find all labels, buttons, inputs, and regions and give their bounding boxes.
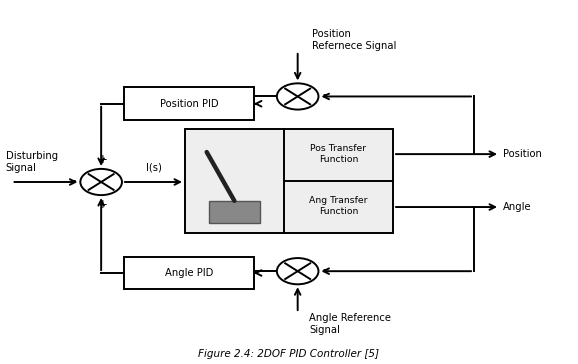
Text: Angle Reference
Signal: Angle Reference Signal (309, 313, 391, 335)
Bar (124, 87, 254, 120)
Circle shape (277, 83, 318, 110)
Text: Pos Transfer
Function: Pos Transfer Function (310, 145, 366, 164)
Text: -: - (322, 263, 327, 276)
Text: +: + (97, 153, 108, 166)
Circle shape (277, 258, 318, 284)
Text: -: - (322, 88, 327, 102)
Text: -: - (71, 174, 76, 187)
Text: +: + (97, 198, 108, 211)
Text: I(s): I(s) (146, 163, 161, 173)
Text: Position
Refernece Signal: Position Refernece Signal (312, 29, 397, 51)
Bar (209, 201, 260, 222)
Text: Disturbing
Signal: Disturbing Signal (6, 151, 58, 173)
Circle shape (80, 169, 122, 195)
Text: Angle PID: Angle PID (165, 268, 213, 278)
Text: Position PID: Position PID (160, 99, 218, 109)
Text: Position: Position (503, 149, 542, 159)
Text: Ang Transfer
Function: Ang Transfer Function (309, 196, 368, 216)
Bar (185, 129, 393, 233)
Text: Angle: Angle (503, 202, 532, 212)
Bar (124, 257, 254, 289)
Text: Figure 2.4: 2DOF PID Controller [5]: Figure 2.4: 2DOF PID Controller [5] (198, 349, 380, 359)
